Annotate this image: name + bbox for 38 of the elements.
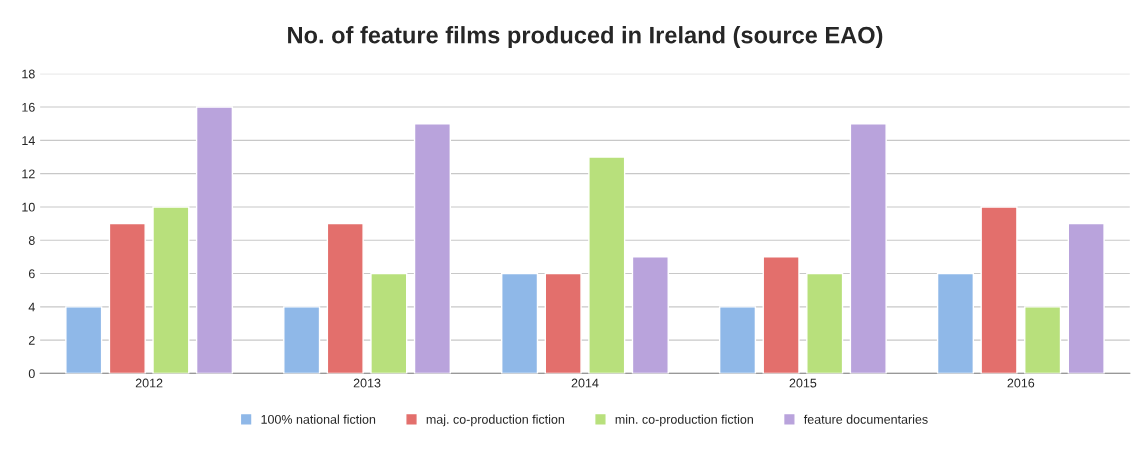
bar	[326, 222, 364, 374]
bar	[718, 306, 757, 374]
y-tick-label: 16	[22, 102, 35, 112]
legend-label: 100% national fiction	[261, 414, 376, 424]
bar	[762, 256, 800, 374]
bar	[544, 272, 582, 374]
x-tick-label: 2015	[789, 378, 817, 388]
y-tick-label: 4	[28, 302, 35, 312]
y-tick-label: 12	[22, 169, 35, 179]
bar	[1024, 306, 1062, 374]
bar	[631, 256, 669, 374]
y-tick-label: 14	[22, 136, 35, 145]
bar	[65, 306, 103, 374]
y-tick-label: 8	[28, 236, 35, 245]
x-tick-label: 2013	[353, 378, 381, 388]
bar	[588, 156, 626, 374]
y-tick-label: 0	[28, 369, 35, 379]
legend-label: min. co-production fiction	[615, 414, 753, 427]
chart-title: No. of feature films produced in Ireland (source EAO)	[288, 26, 883, 49]
x-tick-label: 2016	[1007, 378, 1035, 388]
bar	[849, 123, 887, 374]
y-tick-label: 2	[28, 335, 35, 345]
bar	[806, 272, 844, 374]
x-tick-label: 2012	[135, 378, 163, 388]
legend-label: feature documentaries	[803, 414, 928, 424]
y-tick-label: 6	[28, 269, 35, 279]
bar	[108, 222, 146, 374]
bar	[413, 123, 451, 374]
legend-label: maj. co-production fiction	[426, 414, 565, 427]
y-tick-label: 18	[22, 69, 35, 79]
y-tick-label: 10	[22, 202, 35, 212]
x-tick-label: 2014	[571, 378, 599, 388]
bar	[195, 106, 234, 374]
bar	[501, 272, 539, 374]
bar	[370, 272, 408, 374]
bar	[283, 306, 321, 374]
bar	[152, 206, 190, 374]
bar	[1067, 222, 1105, 374]
